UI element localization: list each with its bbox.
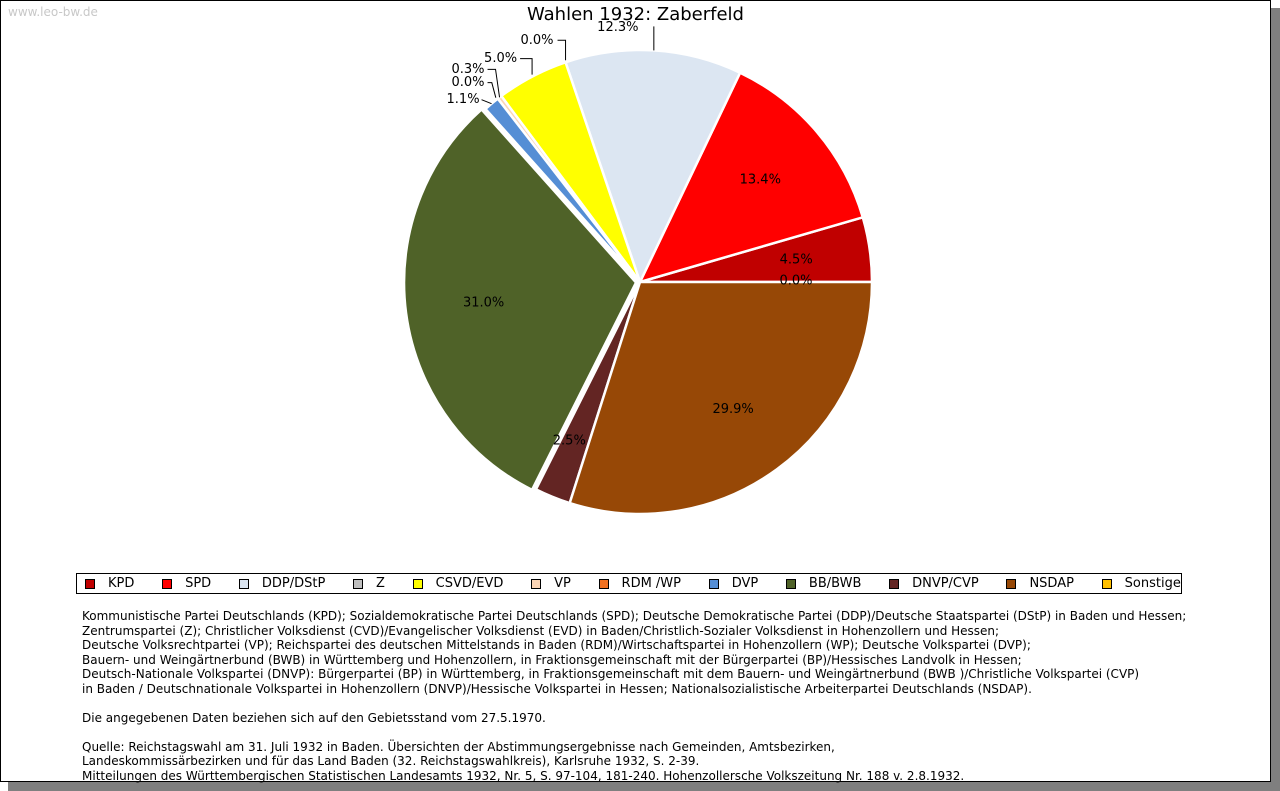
frame-shadow-bottom: [8, 782, 1280, 791]
legend-swatch: [708, 578, 719, 589]
footnote-territory: Die angegebenen Daten beziehen sich auf …: [82, 710, 546, 725]
data-label: 0.3%: [452, 62, 485, 77]
legend-item: VP: [531, 576, 571, 591]
legend-swatch: [412, 578, 423, 589]
pie-slice-ddp-dstp: [564, 48, 742, 284]
legend-label: SPD: [185, 576, 212, 591]
legend-swatch: [889, 578, 900, 589]
footnote-line: Mitteilungen des Württembergischen Stati…: [82, 768, 965, 783]
legend-swatch: [1101, 578, 1112, 589]
legend-swatch: [85, 578, 95, 589]
footnote: Kommunistische Partei Deutschlands (KPD)…: [82, 609, 1186, 783]
legend-item: Z: [353, 576, 385, 591]
pie-slice-dvp: [484, 97, 642, 284]
legend-item: DVP: [708, 576, 759, 591]
pie-slice-bb-bwb: [402, 108, 638, 492]
legend-item: DDP/DStP: [238, 576, 326, 591]
footnote-line: Bauern- und Weingärtnerbund (BWB) in Wür…: [82, 652, 1022, 667]
legend-label: DDP/DStP: [261, 576, 326, 591]
footnote-source: Quelle: Reichstagswahl am 31. Juli 1932 …: [82, 740, 1186, 784]
leader-line: [487, 68, 501, 98]
legend-label: VP: [554, 576, 571, 591]
watermark: www.leo-bw.de: [8, 5, 98, 19]
frame-shadow-right: [1271, 8, 1280, 791]
footnote-line: Zentrumspartei (Z); Christlicher Volksdi…: [82, 623, 1000, 638]
legend-item: KPD: [85, 576, 134, 591]
pie-slice-nsdap: [568, 280, 874, 516]
legend-swatch: [353, 578, 364, 589]
footnote-line: Quelle: Reichstagswahl am 31. Juli 1932 …: [82, 739, 835, 754]
legend-swatch: [162, 578, 173, 589]
legend-label: DVP: [731, 576, 759, 591]
legend-item: CSVD/EVD: [412, 576, 504, 591]
pie-chart: 4.5% 13.4% 31.0% 29.9% 2.5% 0.0% 12.3% 0.0% 5.0%…: [402, 20, 874, 516]
data-label: 29.9%: [712, 402, 753, 417]
legend-label: RDM /WP: [621, 576, 681, 591]
data-label: 31.0%: [463, 295, 504, 310]
footnote-line: Deutsch-Nationale Volkspartei (DNVP): Bü…: [82, 667, 1140, 681]
footnote-line: Kommunistische Partei Deutschlands (KPD)…: [82, 609, 1187, 623]
legend-item: RDM /WP: [598, 576, 681, 591]
legend-label: DNVP/CVP: [912, 576, 979, 591]
legend-item: SPD: [162, 576, 211, 591]
data-label: 4.5%: [780, 252, 813, 267]
legend-item: NSDAP: [1006, 576, 1074, 591]
chart-title: Wahlen 1932: Zaberfeld: [527, 4, 744, 25]
footnote-line: Landeskommissärbezirken und für das Land…: [82, 754, 700, 768]
pie-slice-spd: [638, 71, 865, 284]
legend-label: Sonstige: [1124, 576, 1181, 591]
data-label: 2.5%: [553, 434, 586, 449]
data-label: 0.0%: [452, 75, 485, 90]
data-label: 5.0%: [484, 51, 517, 66]
legend-label: CSVD/EVD: [435, 576, 504, 591]
legend: KPD SPD DDP/DStP Z CSVD/EVD VP RDM /WP DVP BB/BW…: [76, 573, 1182, 594]
legend-swatch: [598, 578, 609, 589]
leader-line: [520, 58, 533, 75]
legend-label: BB/BWB: [808, 576, 862, 591]
data-label: 13.4%: [740, 172, 781, 187]
footnote-line: in Baden / Deutschnationale Volkspartei …: [82, 681, 1032, 696]
legend-label: KPD: [108, 576, 135, 591]
data-label: 1.1%: [447, 92, 480, 107]
footnote-parties: Kommunistische Partei Deutschlands (KPD)…: [82, 609, 1186, 696]
leader-line: [481, 99, 492, 105]
legend-item: DNVP/CVP: [889, 576, 979, 591]
leader-line: [487, 82, 497, 98]
data-label: 0.0%: [521, 33, 554, 48]
data-label: 0.0%: [779, 274, 812, 289]
legend-item: Sonstige: [1101, 576, 1181, 591]
leader-line: [557, 39, 567, 61]
legend-swatch: [785, 578, 796, 589]
data-label: 12.3%: [597, 20, 638, 35]
legend-label: NSDAP: [1029, 576, 1074, 591]
legend-swatch: [1006, 578, 1017, 589]
footnote-line: Deutsche Volksrechtpartei (VP); Reichspa…: [82, 638, 1031, 652]
legend-swatch: [531, 578, 542, 589]
legend-item: BB/BWB: [785, 576, 862, 591]
legend-label: Z: [376, 576, 385, 591]
legend-swatch: [238, 578, 249, 589]
